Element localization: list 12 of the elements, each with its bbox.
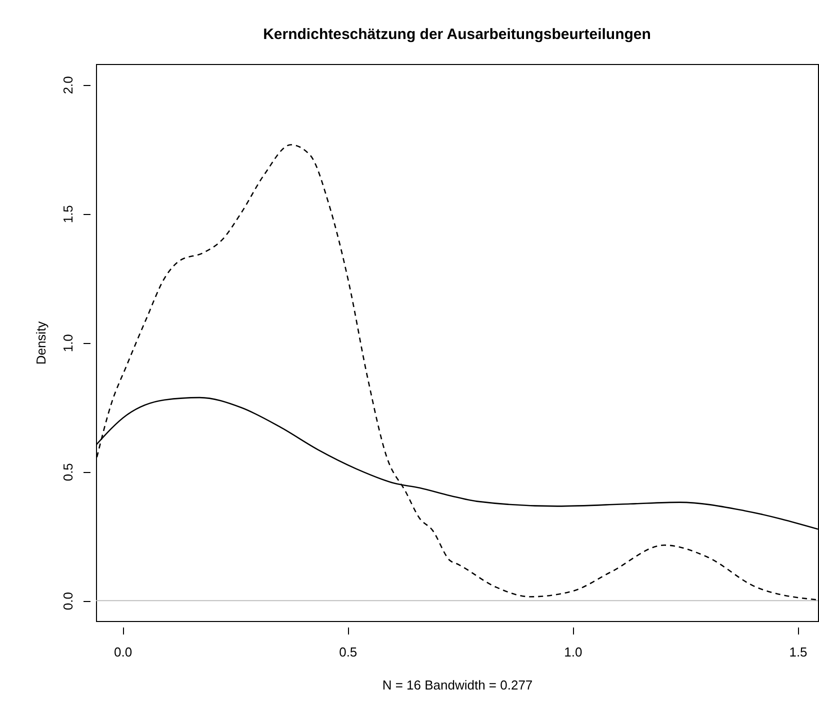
x-tick-label: 1.0 (564, 644, 582, 660)
chart-title: Kerndichteschätzung der Ausarbeitungsbeurteilungen (263, 26, 651, 43)
x-tick-label: 1.5 (789, 644, 808, 660)
y-axis-title: Density (34, 320, 48, 365)
y-tick-label: 1.0 (60, 334, 76, 352)
x-tick-label: 0.5 (339, 644, 358, 660)
x-axis-title: N = 16 Bandwidth = 0.277 (382, 678, 533, 692)
x-tick-label: 0.0 (114, 644, 132, 660)
y-tick-label: 0.5 (60, 463, 76, 482)
y-tick-label: 2.0 (60, 76, 76, 94)
y-tick-label: 0.0 (60, 592, 76, 610)
y-tick-label: 1.5 (60, 205, 76, 224)
